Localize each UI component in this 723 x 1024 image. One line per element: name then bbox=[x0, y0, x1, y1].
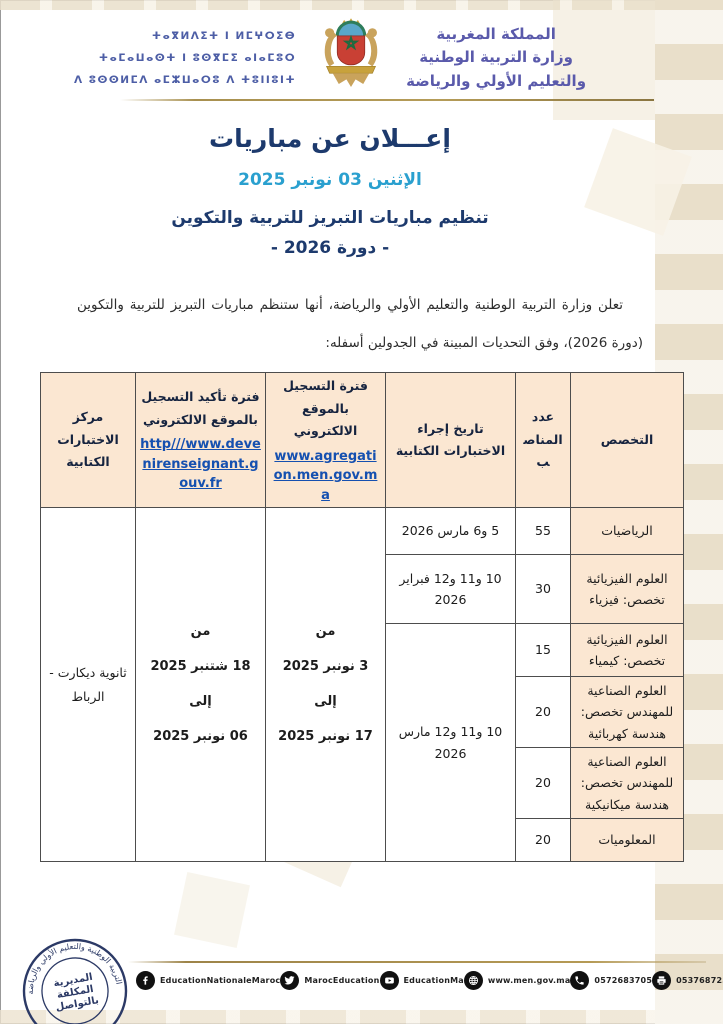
specialty-cell: العلوم الفيزيائية تخصص: كيمياء bbox=[570, 623, 684, 677]
confirmation-url-link[interactable]: http///www.devenirenseignant.gouv.fr bbox=[140, 437, 261, 492]
intro-paragraph: تعلن وزارة التربية الوطنية والتعليم الأو… bbox=[77, 296, 643, 351]
youtube-icon bbox=[379, 971, 399, 990]
phone-icon bbox=[570, 971, 590, 990]
tifinagh-ministry-name: ⵜⴰⴳⵍⴷⵉⵜ ⵏ ⵍⵎⵖⵔⵉⴱ ⵜⴰⵎⴰⵡⴰⵙⵜ ⵏ ⵓⵙⴳⵎⵉ ⴰⵏⴰⵎⵓⵔ… bbox=[74, 25, 296, 91]
table-row: الرياضيات 55 5 و6 مارس 2026 من 3 نونبر 2… bbox=[40, 507, 684, 862]
table-row: العلوم الفيزيائية تخصص: فيزياء 30 10 و11… bbox=[41, 554, 684, 624]
footer-divider bbox=[128, 961, 706, 963]
ministry-line: والتعليم الأولي والرياضة bbox=[406, 71, 587, 90]
header-exam-center: مركز الاختبارات الكتابية bbox=[40, 372, 136, 508]
header-exam-date: تاريخ إجراء الاختبارات الكتابية bbox=[385, 372, 516, 508]
tifinagh-line: ⵜⴰⵎⴰⵡⴰⵙⵜ ⵏ ⵓⵙⴳⵎⵉ ⴰⵏⴰⵎⵓⵔ bbox=[98, 51, 297, 64]
registration-period-label: فترة التسجيل بالموقع الالكتروني bbox=[283, 378, 368, 438]
positions-cell: 20 bbox=[515, 676, 571, 748]
positions-cell: 20 bbox=[515, 747, 571, 819]
tifinagh-line: ⵜⴰⴳⵍⴷⵉⵜ ⵏ ⵍⵎⵖⵔⵉⴱ bbox=[151, 29, 297, 42]
document-header: ⵜⴰⴳⵍⴷⵉⵜ ⵏ ⵍⵎⵖⵔⵉⴱ ⵜⴰⵎⴰⵡⴰⵙⵜ ⵏ ⵓⵙⴳⵎⵉ ⴰⵏⴰⵎⵓⵔ… bbox=[0, 16, 660, 100]
table-row: العلوم الصناعية للمهندس تخصص: هندسة ميكا… bbox=[41, 747, 684, 819]
specialty-cell: العلوم الصناعية للمهندس تخصص: هندسة كهرب… bbox=[570, 676, 684, 748]
tifinagh-line: ⴷ ⵓⵙⵙⵍⵎⴷ ⴰⵎⵣⵡⴰⵔⵓ ⴷ ⵜⵓⵏⵏⵓⵏⵜ bbox=[73, 74, 297, 87]
confirmation-period-cell: من 18 شتنبر 2025 إلى 06 نونبر 2025 bbox=[135, 507, 266, 862]
facebook-icon bbox=[136, 971, 155, 990]
specialty-cell: الرياضيات bbox=[570, 507, 684, 555]
footer-fax-label: 0537687255 bbox=[676, 976, 723, 985]
fax-icon bbox=[652, 971, 672, 990]
exam-center-cell: ثانوية ديكارت - الرباط bbox=[40, 507, 136, 862]
announcement-date: الإثنين 03 نونبر 2025 bbox=[238, 170, 422, 190]
footer-youtube[interactable]: EducationMa bbox=[379, 971, 464, 990]
footer-website-label: www.men.gov.ma bbox=[487, 976, 571, 985]
exam-date-cell: 10 و11 و12 فبراير 2026 bbox=[385, 554, 516, 624]
footer-twitter[interactable]: MarocEducation bbox=[280, 971, 379, 990]
exam-date-cell: 5 و6 مارس 2026 bbox=[385, 507, 516, 555]
table-header-row: التخصص عدد المناصب تاريخ إجراء الاختبارا… bbox=[40, 372, 684, 508]
globe-icon bbox=[463, 971, 483, 990]
registration-period-cell: من 3 نونبر 2025 إلى 17 نونبر 2025 bbox=[265, 507, 386, 862]
footer-phone-label: 0572683705 bbox=[594, 976, 653, 985]
ministry-name-arabic: المملكة المغربية وزارة التربية الوطنية و… bbox=[406, 23, 586, 93]
positions-cell: 55 bbox=[515, 507, 571, 555]
header-specialty: التخصص bbox=[570, 372, 684, 508]
specialty-cell: العلوم الصناعية للمهندس تخصص: هندسة ميكا… bbox=[570, 747, 684, 819]
confirmation-period-label: فترة تأكيد التسجيل بالموقع الالكتروني bbox=[141, 389, 260, 427]
ministry-line: وزارة التربية الوطنية bbox=[419, 48, 573, 67]
footer-facebook[interactable]: EducationNationaleMaroc bbox=[136, 971, 280, 990]
registration-url-link[interactable]: www.agregation.men.gov.ma bbox=[273, 448, 378, 503]
positions-cell: 20 bbox=[515, 818, 571, 862]
subtitle-line: تنظيم مباريات التبريز للتربية والتكوين bbox=[171, 208, 489, 228]
ministry-line: المملكة المغربية bbox=[436, 25, 556, 44]
footer-fax[interactable]: 0537687255 bbox=[652, 971, 723, 990]
announcement-subtitle: تنظيم مباريات التبريز للتربية والتكوين -… bbox=[0, 204, 660, 264]
specialty-cell: العلوم الفيزيائية تخصص: فيزياء bbox=[570, 554, 684, 624]
directorate-seal: المملكة المغربية ٭ وزارة التربية الوطنية… bbox=[14, 930, 128, 1024]
footer-contact-bar: EducationNationaleMaroc MarocEducation E… bbox=[136, 971, 723, 990]
background-decoration bbox=[0, 0, 723, 10]
table-row: العلوم الفيزيائية تخصص: كيمياء 15 10 و11… bbox=[41, 623, 684, 862]
footer-facebook-label: EducationNationaleMaroc bbox=[160, 976, 281, 985]
moroccan-coat-of-arms-icon bbox=[324, 18, 378, 88]
exams-table: التخصص عدد المناصب تاريخ إجراء الاختبارا… bbox=[40, 372, 684, 862]
subtitle-line: - دورة 2026 - bbox=[270, 237, 390, 258]
watermark-square bbox=[174, 872, 250, 948]
table-row: المعلوميات 20 bbox=[41, 818, 684, 862]
announcement-title: إعـــلان عن مباريات bbox=[209, 124, 451, 153]
twitter-icon bbox=[280, 971, 300, 990]
header-divider bbox=[120, 99, 654, 101]
positions-cell: 30 bbox=[515, 554, 571, 624]
footer-phone[interactable]: 0572683705 bbox=[570, 971, 652, 990]
table-row: العلوم الصناعية للمهندس تخصص: هندسة كهرب… bbox=[41, 676, 684, 748]
specialty-cell: المعلوميات bbox=[570, 818, 684, 862]
header-confirmation: فترة تأكيد التسجيل بالموقع الالكتروني ht… bbox=[135, 372, 266, 508]
footer-website[interactable]: www.men.gov.ma bbox=[463, 971, 571, 990]
footer-twitter-label: MarocEducation bbox=[304, 976, 380, 985]
background-decoration bbox=[0, 1010, 723, 1024]
header-registration: فترة التسجيل بالموقع الالكتروني www.agre… bbox=[265, 372, 386, 508]
footer-youtube-label: EducationMa bbox=[403, 976, 464, 985]
header-positions: عدد المناصب bbox=[515, 372, 571, 508]
exam-date-cell: 10 و11 و12 مارس 2026 bbox=[385, 623, 516, 862]
positions-cell: 15 bbox=[515, 623, 571, 677]
